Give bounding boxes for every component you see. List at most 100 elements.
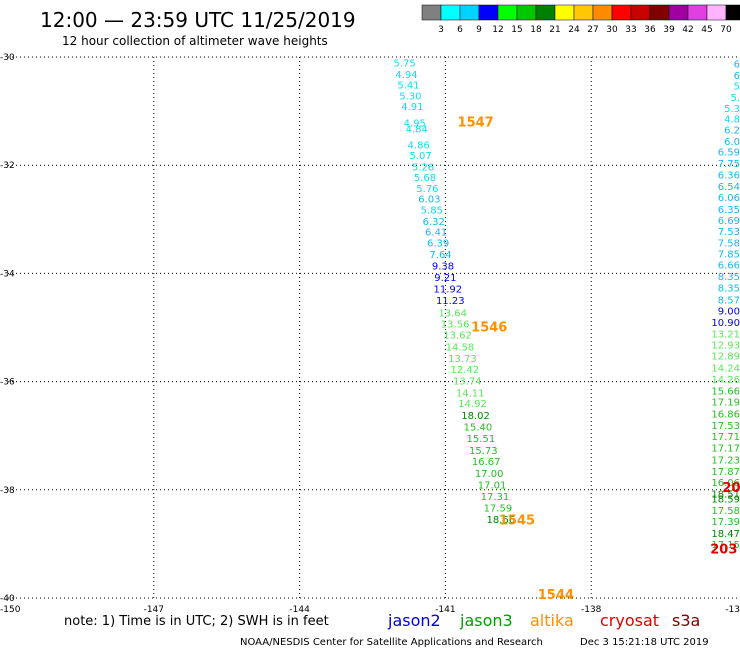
swh-value-label: 6.0 (724, 137, 740, 148)
grid-lines (8, 56, 737, 599)
y-tick-label: -32 (0, 161, 15, 171)
swh-value-label: 18.66 (486, 515, 515, 526)
swh-value-label: 17.01 (478, 480, 507, 491)
legend-altika: altika (530, 611, 574, 630)
swh-value-label: 12.89 (711, 352, 740, 363)
swh-value-label: 17.15 (711, 540, 740, 551)
swh-value-label: 17.00 (475, 469, 504, 480)
colorbar-label: 18 (530, 25, 542, 35)
colorbar-label: 9 (476, 25, 482, 35)
colorbar-label: 6 (457, 25, 463, 35)
legend-jason3: jason3 (459, 611, 513, 630)
swh-value-label: 5.26 (412, 162, 434, 173)
swh-value-label: 7.53 (718, 227, 740, 238)
colorbar-label: 39 (663, 25, 675, 35)
swh-value-label: 13.74 (453, 377, 482, 388)
swh-value-label: 12.42 (451, 365, 480, 376)
swh-value-label: 13.73 (448, 354, 477, 365)
swh-value-label: 17.58 (711, 506, 740, 517)
swh-value-label: 11.92 (434, 285, 463, 296)
swh-value-label: 11.23 (436, 296, 465, 307)
swh-value-label: 9.38 (432, 261, 454, 272)
colorbar-swatch (611, 4, 632, 21)
swh-value-label: 17.39 (711, 517, 740, 528)
colorbar-label: 36 (644, 25, 656, 35)
legend-cryosat: cryosat (600, 611, 659, 630)
chart-title: 12:00 — 23:59 UTC 11/25/2019 (40, 8, 356, 32)
swh-value-label: 6.39 (427, 239, 449, 250)
swh-value-label: 4.94 (395, 70, 417, 81)
credit-line: NOAA/NESDIS Center for Satellite Applica… (240, 637, 543, 648)
pass-time-label: 20 (722, 481, 740, 496)
x-tick-label: -150 (0, 605, 21, 615)
colorbar-swatch (459, 4, 480, 21)
swh-value-label: 17.31 (481, 492, 510, 503)
x-tick-label: -13 (725, 605, 740, 615)
swh-value-label: 4.84 (406, 124, 428, 135)
swh-value-label: 13.56 (441, 320, 470, 331)
colorbar-swatch (516, 4, 537, 21)
y-tick-label: -40 (0, 594, 15, 604)
swh-value-label: 5.85 (421, 206, 443, 217)
swh-value-label: 5. (730, 93, 740, 104)
swh-value-label: 6.36 (718, 170, 740, 181)
colorbar-swatch (535, 4, 556, 21)
swh-value-label: 4.91 (401, 102, 423, 113)
swh-value-label: 6.03 (418, 195, 440, 206)
swh-value-label: 6.35 (718, 205, 740, 216)
colorbar-swatch (687, 4, 708, 21)
swh-value-label: 8.35 (718, 283, 740, 294)
swh-value-label: 7.85 (718, 249, 740, 260)
pass-time-label: 1545 (499, 514, 535, 529)
axis-tick-labels: -30 -32 -34 -36 -38 -40-150 -147 -144 -141 -138 -1… (0, 53, 740, 615)
y-tick-label: -30 (0, 53, 15, 63)
swh-value-label: 17.19 (711, 398, 740, 409)
swh-value-label: 5.68 (414, 173, 436, 184)
swh-value-label: 6.41 (425, 228, 447, 239)
swh-value-label: 16.86 (711, 410, 740, 421)
swh-value-label: 13.62 (443, 331, 472, 342)
swh-value-label: 4.86 (408, 141, 430, 152)
colorbar-swatch (497, 4, 518, 21)
swh-value-label: 18.02 (461, 411, 490, 422)
swh-value-label: 15.40 (464, 423, 493, 434)
colorbar-swatch (554, 4, 575, 21)
pass-time-label: 203 (710, 542, 737, 557)
swh-value-label: 6.32 (423, 217, 445, 228)
colorbar-label: 45 (701, 25, 712, 35)
x-tick-label: -147 (144, 605, 164, 615)
swh-value-label: 15.51 (467, 434, 496, 445)
track-value-labels: 5.754.945.415.304.914.954.844.865.075.26… (393, 58, 740, 550)
swh-value-label: 6 (734, 71, 740, 82)
swh-value-label: 4.8 (724, 115, 740, 126)
swh-value-label: 6.54 (718, 182, 740, 193)
swh-value-label: 14.58 (446, 342, 475, 353)
swh-value-label: 6.2 (724, 125, 740, 136)
swh-value-label: 15.73 (469, 446, 498, 457)
swh-value-label: 5.75 (393, 58, 415, 69)
swh-value-label: 6.06 (718, 193, 740, 204)
swh-value-label: 7.64 (429, 250, 451, 261)
pass-time-label: 1546 (471, 321, 507, 336)
colorbar-swatch (478, 4, 499, 21)
x-tick-label: -141 (435, 605, 455, 615)
swh-value-label: 9.21 (434, 273, 456, 284)
swh-value-label: 6 (734, 59, 740, 70)
swh-value-label: 17.71 (711, 432, 740, 443)
swh-value-label: 6.59 (718, 148, 740, 159)
colorbar-label: 21 (549, 25, 560, 35)
swh-value-label: 13.21 (711, 329, 740, 340)
colorbar-swatch (421, 4, 442, 21)
colorbar-swatch (592, 4, 613, 21)
swh-value-label: 9.00 (718, 307, 740, 318)
colorbar-swatch (440, 4, 461, 21)
swh-value-label: 5.76 (416, 184, 438, 195)
swh-value-label: 5.41 (397, 81, 419, 92)
swh-value-label: 7.58 (718, 239, 740, 250)
colorbar-swatch (725, 4, 740, 21)
colorbar-swatch (649, 4, 670, 21)
swh-value-label: 14.24 (711, 364, 740, 375)
colorbar-label: 33 (625, 25, 636, 35)
swh-value-label: 15.66 (711, 386, 740, 397)
colorbar-label: 24 (568, 25, 580, 35)
